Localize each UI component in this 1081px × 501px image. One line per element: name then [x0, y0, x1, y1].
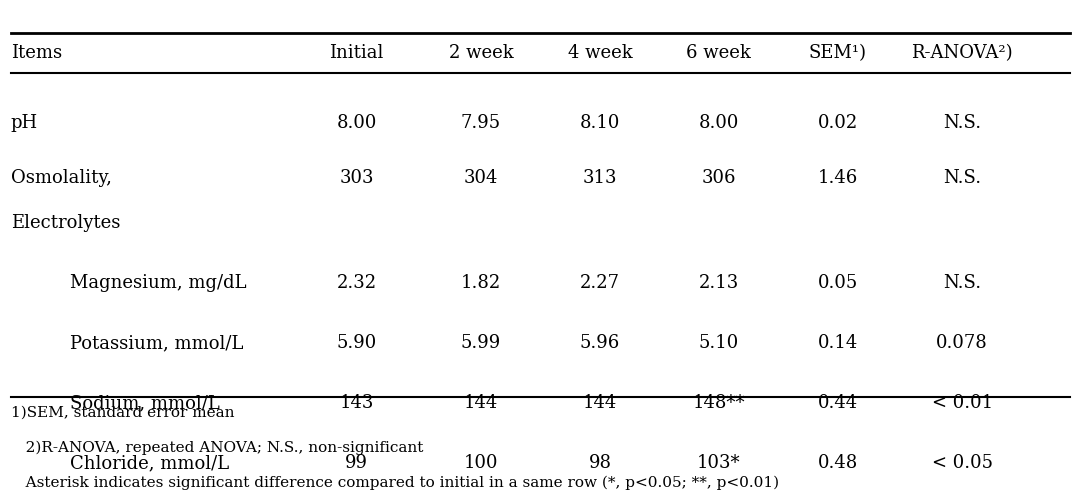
Text: R-ANOVA²): R-ANOVA²) [911, 44, 1013, 62]
Text: 144: 144 [583, 394, 617, 412]
Text: < 0.05: < 0.05 [932, 454, 992, 472]
Text: 1)SEM, standard error mean: 1)SEM, standard error mean [11, 406, 235, 420]
Text: N.S.: N.S. [943, 169, 982, 187]
Text: 5.90: 5.90 [336, 334, 377, 352]
Text: 0.02: 0.02 [817, 114, 858, 132]
Text: Chloride, mmol/L: Chloride, mmol/L [70, 454, 229, 472]
Text: 2.13: 2.13 [698, 274, 739, 292]
Text: Electrolytes: Electrolytes [11, 214, 120, 232]
Text: 0.48: 0.48 [817, 454, 858, 472]
Text: Initial: Initial [330, 44, 384, 62]
Text: 5.96: 5.96 [579, 334, 620, 352]
Text: 0.44: 0.44 [817, 394, 858, 412]
Text: 304: 304 [464, 169, 498, 187]
Text: 143: 143 [339, 394, 374, 412]
Text: 8.10: 8.10 [579, 114, 620, 132]
Text: 0.05: 0.05 [817, 274, 858, 292]
Text: pH: pH [11, 114, 38, 132]
Text: 100: 100 [464, 454, 498, 472]
Text: 2.27: 2.27 [579, 274, 620, 292]
Text: 7.95: 7.95 [461, 114, 502, 132]
Text: 8.00: 8.00 [698, 114, 739, 132]
Text: N.S.: N.S. [943, 274, 982, 292]
Text: 4 week: 4 week [568, 44, 632, 62]
Text: 2.32: 2.32 [336, 274, 377, 292]
Text: 103*: 103* [697, 454, 740, 472]
Text: 1.46: 1.46 [817, 169, 858, 187]
Text: 313: 313 [583, 169, 617, 187]
Text: 2)R-ANOVA, repeated ANOVA; N.S., non-significant: 2)R-ANOVA, repeated ANOVA; N.S., non-sig… [11, 441, 423, 455]
Text: Magnesium, mg/dL: Magnesium, mg/dL [70, 274, 246, 292]
Text: 5.10: 5.10 [698, 334, 739, 352]
Text: Asterisk indicates significant difference compared to initial in a same row (*, : Asterisk indicates significant differenc… [11, 476, 779, 490]
Text: Sodium, mmol/L: Sodium, mmol/L [70, 394, 221, 412]
Text: 1.82: 1.82 [461, 274, 502, 292]
Text: Potassium, mmol/L: Potassium, mmol/L [70, 334, 243, 352]
Text: Items: Items [11, 44, 62, 62]
Text: 99: 99 [345, 454, 369, 472]
Text: 306: 306 [702, 169, 736, 187]
Text: < 0.01: < 0.01 [932, 394, 992, 412]
Text: 6 week: 6 week [686, 44, 751, 62]
Text: 144: 144 [464, 394, 498, 412]
Text: 2 week: 2 week [449, 44, 513, 62]
Text: Osmolality,: Osmolality, [11, 169, 111, 187]
Text: 148**: 148** [693, 394, 745, 412]
Text: 0.078: 0.078 [936, 334, 988, 352]
Text: 303: 303 [339, 169, 374, 187]
Text: N.S.: N.S. [943, 114, 982, 132]
Text: SEM¹): SEM¹) [809, 44, 867, 62]
Text: 0.14: 0.14 [817, 334, 858, 352]
Text: 5.99: 5.99 [461, 334, 502, 352]
Text: 98: 98 [588, 454, 612, 472]
Text: 8.00: 8.00 [336, 114, 377, 132]
